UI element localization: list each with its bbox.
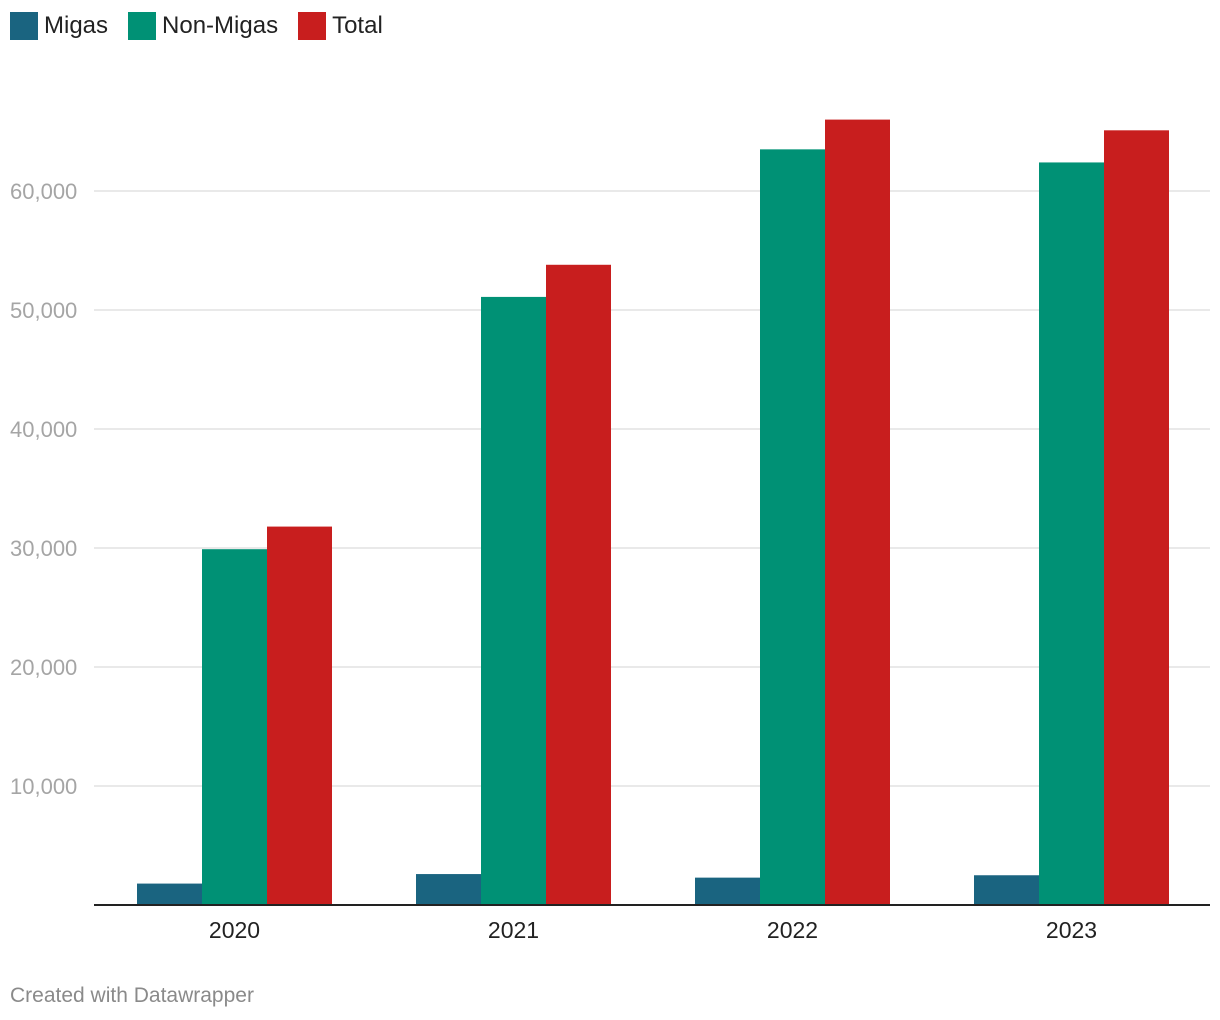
x-tick-label: 2021 <box>488 917 539 943</box>
y-tick-label: 30,000 <box>10 536 77 561</box>
bar-total-2020 <box>267 526 332 905</box>
y-tick-label: 10,000 <box>10 774 77 799</box>
legend-label-migas: Migas <box>44 12 109 39</box>
chart-legend: Migas Non-Migas Total <box>10 10 403 42</box>
legend-label-total: Total <box>332 12 383 39</box>
y-tick-label: 20,000 <box>10 655 77 680</box>
legend-swatch-migas <box>10 12 38 40</box>
bar-migas-2023 <box>974 875 1039 905</box>
credit-text: Created with Datawrapper <box>10 984 254 1007</box>
bar-non-migas-2020 <box>202 549 267 905</box>
bar-non-migas-2022 <box>760 149 825 906</box>
legend-item-non-migas: Non-Migas <box>128 12 278 40</box>
bar-migas-2020 <box>137 883 202 905</box>
bar-non-migas-2023 <box>1039 162 1104 905</box>
legend-swatch-non-migas <box>128 12 157 40</box>
y-tick-label: 50,000 <box>10 298 77 323</box>
x-tick-label: 2023 <box>1046 917 1097 943</box>
bar-total-2023 <box>1104 130 1169 905</box>
y-tick-label: 60,000 <box>10 179 77 204</box>
x-tick-label: 2022 <box>767 917 818 943</box>
bar-migas-2021 <box>416 874 481 905</box>
legend-item-total: Total <box>298 12 383 40</box>
y-axis-tick-labels: 10,000 20,000 30,000 40,000 50,000 60,000 <box>10 179 77 799</box>
x-tick-label: 2020 <box>209 917 260 943</box>
bars <box>137 119 1169 906</box>
bar-total-2021 <box>546 264 611 905</box>
legend-swatch-total <box>298 12 327 40</box>
y-tick-label: 40,000 <box>10 417 77 442</box>
legend-item-migas: Migas <box>10 12 108 40</box>
bar-total-2022 <box>825 119 890 906</box>
legend-label-non-migas: Non-Migas <box>162 12 279 39</box>
bar-migas-2022 <box>695 877 760 905</box>
x-axis-tick-labels: 2020 2021 2022 2023 <box>209 917 1097 943</box>
bar-non-migas-2021 <box>481 296 546 905</box>
